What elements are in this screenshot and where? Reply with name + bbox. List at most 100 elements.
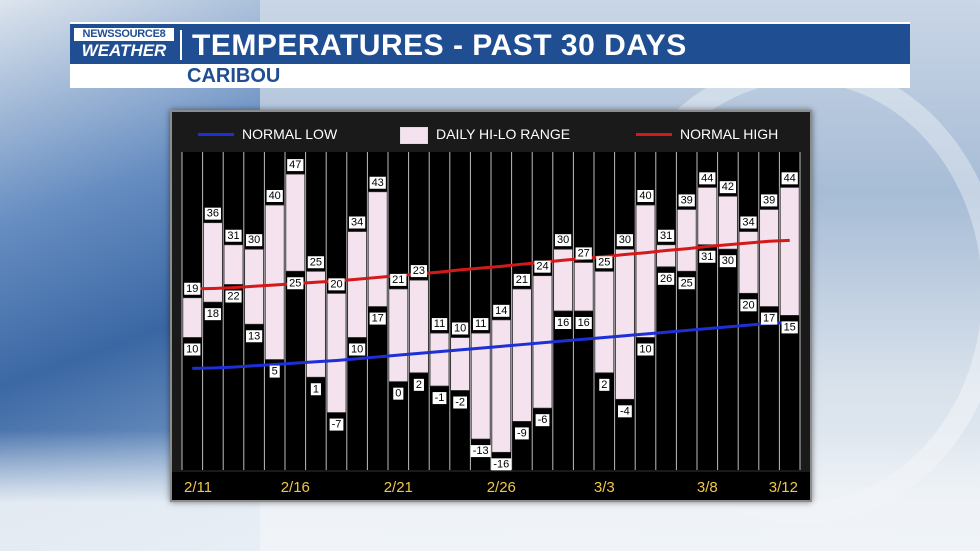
range-bar bbox=[388, 288, 409, 383]
range-bar bbox=[409, 279, 429, 374]
high-label: 34 bbox=[742, 217, 754, 229]
data-label-bg bbox=[287, 159, 304, 172]
data-label-bg bbox=[225, 290, 242, 303]
range-bar bbox=[450, 337, 470, 391]
legend-normal-low-label: NORMAL LOW bbox=[242, 126, 338, 142]
data-label-bg bbox=[245, 234, 263, 247]
low-label: -2 bbox=[455, 397, 465, 409]
low-label: 10 bbox=[186, 344, 198, 356]
range-bar bbox=[594, 270, 615, 374]
location-subtitle: CARIBOU bbox=[187, 65, 281, 87]
data-label-bg bbox=[575, 317, 592, 329]
low-label: 25 bbox=[681, 277, 693, 289]
range-bar bbox=[635, 204, 656, 338]
title-divider bbox=[180, 30, 182, 60]
high-label: 24 bbox=[536, 261, 548, 273]
high-label: 36 bbox=[207, 208, 219, 220]
data-label-bg bbox=[225, 229, 242, 242]
high-label: 43 bbox=[372, 177, 384, 189]
range-bar bbox=[656, 244, 676, 268]
high-label: 34 bbox=[351, 217, 363, 229]
data-label-bg bbox=[451, 322, 469, 335]
range-bar bbox=[553, 248, 573, 312]
data-label-bg bbox=[328, 278, 345, 291]
data-label-bg bbox=[329, 418, 344, 431]
data-label-bg bbox=[699, 172, 716, 185]
high-label: 39 bbox=[681, 194, 693, 206]
low-label: -16 bbox=[493, 458, 509, 470]
data-label-bg bbox=[348, 343, 366, 356]
low-label: -13 bbox=[473, 445, 489, 457]
data-label-bg bbox=[596, 256, 613, 269]
chart-legend: NORMAL LOW DAILY HI-LO RANGE NORMAL HIGH bbox=[172, 112, 810, 154]
low-label: 17 bbox=[372, 313, 384, 325]
range-bar bbox=[676, 209, 697, 272]
range-bar bbox=[347, 231, 367, 338]
data-label-bg bbox=[554, 234, 572, 247]
x-tick-label: 2/16 bbox=[281, 479, 310, 496]
high-label: 25 bbox=[310, 256, 322, 268]
data-label-bg bbox=[637, 343, 654, 356]
high-label: 31 bbox=[227, 230, 239, 242]
data-label-bg bbox=[534, 260, 551, 273]
subtitle-bar: CARIBOU bbox=[70, 64, 910, 88]
low-label: 22 bbox=[227, 291, 239, 303]
high-label: 44 bbox=[784, 172, 796, 184]
logo-bottom-text: WEATHER bbox=[81, 41, 167, 60]
data-label-bg bbox=[310, 383, 321, 396]
data-label-bg bbox=[369, 176, 386, 189]
data-label-bg bbox=[453, 396, 467, 409]
high-label: 20 bbox=[330, 278, 342, 290]
x-tick-label: 2/11 bbox=[184, 479, 212, 496]
data-label-bg bbox=[657, 229, 675, 242]
data-label-bg bbox=[781, 321, 798, 334]
low-label: 15 bbox=[784, 321, 796, 333]
data-label-bg bbox=[269, 365, 280, 378]
data-label-bg bbox=[678, 277, 695, 290]
low-label: 20 bbox=[742, 299, 754, 311]
range-bar bbox=[470, 332, 491, 440]
page-title: TEMPERATURES - PAST 30 DAYS bbox=[192, 29, 687, 62]
data-label-bg bbox=[410, 265, 428, 278]
data-label-bg bbox=[535, 414, 550, 427]
data-label-bg bbox=[616, 234, 634, 247]
range-bar bbox=[285, 173, 306, 272]
high-label: 21 bbox=[392, 274, 404, 286]
high-label: 30 bbox=[557, 234, 569, 246]
range-bar bbox=[367, 191, 388, 307]
low-label: 13 bbox=[248, 330, 260, 342]
data-label-bg bbox=[369, 312, 386, 325]
data-label-bg bbox=[740, 299, 757, 312]
normal-low-line bbox=[192, 320, 790, 370]
range-bar bbox=[573, 262, 594, 312]
data-label-bg bbox=[515, 427, 529, 440]
high-label: 23 bbox=[413, 265, 425, 277]
x-tick-label: 2/21 bbox=[384, 479, 413, 496]
high-label: 30 bbox=[619, 234, 631, 246]
range-bar bbox=[615, 248, 635, 400]
data-label-bg bbox=[554, 317, 572, 329]
low-label: -4 bbox=[620, 405, 630, 417]
low-label: 10 bbox=[351, 344, 363, 356]
high-label: 39 bbox=[763, 194, 775, 206]
high-label: 47 bbox=[289, 159, 301, 171]
range-bar bbox=[203, 222, 223, 303]
low-label: 18 bbox=[207, 308, 219, 320]
legend-range-label: DAILY HI-LO RANGE bbox=[436, 126, 571, 142]
low-label: 1 bbox=[313, 383, 319, 395]
temperature-chart: 1910361831223013405472525120-73410431721… bbox=[172, 152, 810, 500]
high-label: 11 bbox=[475, 318, 486, 330]
low-label: -6 bbox=[538, 414, 548, 426]
low-label: -1 bbox=[435, 392, 445, 404]
range-bar bbox=[223, 244, 244, 285]
logo-top-text: NEWSSOURCE8 bbox=[74, 28, 174, 41]
low-label: 25 bbox=[289, 277, 301, 289]
data-label-bg bbox=[575, 247, 592, 260]
data-label-bg bbox=[719, 255, 737, 268]
range-bar bbox=[491, 319, 512, 453]
low-label: 5 bbox=[272, 366, 278, 378]
range-bar bbox=[718, 195, 738, 250]
data-label-bg bbox=[657, 272, 675, 285]
range-bar bbox=[264, 204, 285, 360]
data-label-bg bbox=[413, 378, 424, 391]
